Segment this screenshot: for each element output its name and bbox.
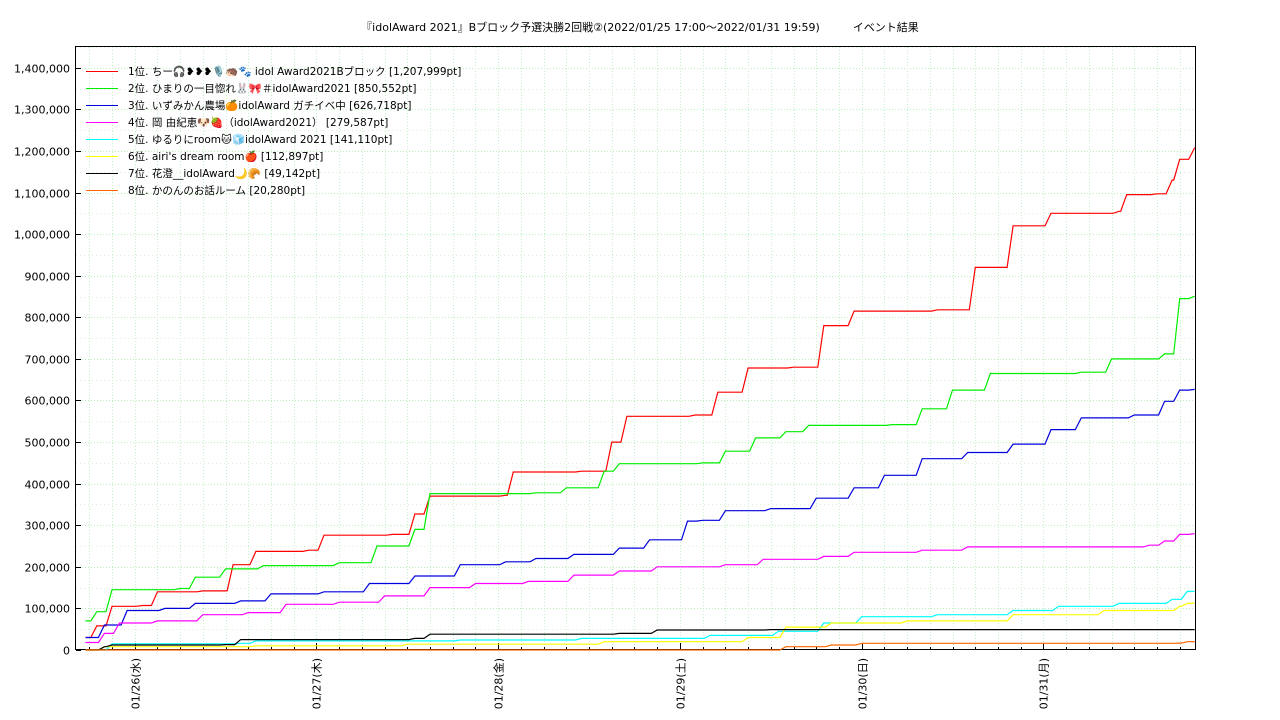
series-line-3 xyxy=(85,388,1195,639)
legend-item: 1位. ちー🎧❥❥❥🎙️🦔🐾 idol Award2021Bブロック [1,20… xyxy=(86,63,461,80)
legend-item: 4位. 岡 由紀恵🐶🍓（idolAward2021） [279,587pt] xyxy=(86,114,461,131)
y-tick-label: 800,000 xyxy=(25,312,71,325)
legend-label: 6位. airi's dream room🍎 [112,897pt] xyxy=(128,151,324,163)
legend-swatch xyxy=(86,156,118,157)
legend-swatch xyxy=(86,173,118,174)
y-tick-label: 200,000 xyxy=(25,562,71,575)
legend-swatch xyxy=(86,139,118,140)
x-tick-label: 01/26(水) xyxy=(130,658,143,709)
y-tick-label: 0 xyxy=(63,645,70,658)
legend-item: 2位. ひまりの一目惚れ🐰🎀＃idolAward2021 [850,552pt] xyxy=(86,80,461,97)
legend: 1位. ちー🎧❥❥❥🎙️🦔🐾 idol Award2021Bブロック [1,20… xyxy=(86,63,461,199)
series-line-5 xyxy=(85,590,1195,651)
legend-item: 5位. ゆるりにroom🐱🧊idolAward 2021 [141,110pt] xyxy=(86,131,461,148)
series-line-7 xyxy=(85,629,1195,651)
y-tick-label: 1,200,000 xyxy=(14,146,70,159)
y-tick-label: 1,400,000 xyxy=(14,63,70,76)
y-tick-label: 1,000,000 xyxy=(14,229,70,242)
x-tick-label: 01/31(月) xyxy=(1038,658,1051,709)
legend-item: 8位. かのんのお話ルーム [20,280pt] xyxy=(86,182,461,199)
series-lines xyxy=(85,147,1196,651)
y-tick-label: 1,100,000 xyxy=(14,188,70,201)
legend-item: 6位. airi's dream room🍎 [112,897pt] xyxy=(86,148,461,165)
legend-swatch xyxy=(86,122,118,123)
legend-swatch xyxy=(86,88,118,89)
y-tick-label: 700,000 xyxy=(25,354,71,367)
legend-swatch xyxy=(86,190,118,191)
y-tick-label: 900,000 xyxy=(25,271,71,284)
x-tick-label: 01/27(木) xyxy=(311,658,324,709)
x-tick-label: 01/28(金) xyxy=(492,658,506,709)
axes: 0 100,000 200,000 300,000 400,000 500,000 600,… xyxy=(14,63,1181,709)
y-tick-label: 100,000 xyxy=(25,603,71,616)
series-line-1 xyxy=(85,147,1196,639)
series-line-6 xyxy=(85,602,1195,651)
legend-item: 7位. 花澄__idolAward🌙🥐 [49,142pt] xyxy=(86,165,461,182)
legend-label: 8位. かのんのお話ルーム [20,280pt] xyxy=(128,185,306,197)
chart-title: 『idolAward 2021』Bブロック予選決勝2回戦②(2022/01/25… xyxy=(361,21,919,34)
y-tick-label: 600,000 xyxy=(25,395,71,408)
legend-swatch xyxy=(86,71,118,72)
legend-label: 7位. 花澄__idolAward🌙🥐 [49,142pt] xyxy=(128,168,321,180)
legend-item: 3位. いずみかん農場🍊idolAward ガチイベ中 [626,718pt] xyxy=(86,97,461,114)
y-tick-label: 1,300,000 xyxy=(14,104,70,117)
legend-label: 2位. ひまりの一目惚れ🐰🎀＃idolAward2021 [850,552pt] xyxy=(128,83,417,95)
y-tick-label: 400,000 xyxy=(25,479,71,492)
legend-label: 1位. ちー🎧❥❥❥🎙️🦔🐾 idol Award2021Bブロック [1,20… xyxy=(128,66,462,78)
legend-label: 5位. ゆるりにroom🐱🧊idolAward 2021 [141,110pt] xyxy=(128,134,393,146)
series-line-4 xyxy=(85,533,1195,644)
x-tick-label: 01/30(日) xyxy=(857,658,870,709)
x-tick-label: 01/29(土) xyxy=(675,658,688,709)
series-line-2 xyxy=(85,295,1195,622)
legend-label: 3位. いずみかん農場🍊idolAward ガチイベ中 [626,718pt] xyxy=(128,100,412,112)
series-line-8 xyxy=(85,641,1195,651)
legend-swatch xyxy=(86,105,118,106)
y-tick-label: 500,000 xyxy=(25,437,71,450)
y-tick-label: 300,000 xyxy=(25,520,71,533)
legend-label: 4位. 岡 由紀恵🐶🍓（idolAward2021） [279,587pt] xyxy=(128,117,389,129)
